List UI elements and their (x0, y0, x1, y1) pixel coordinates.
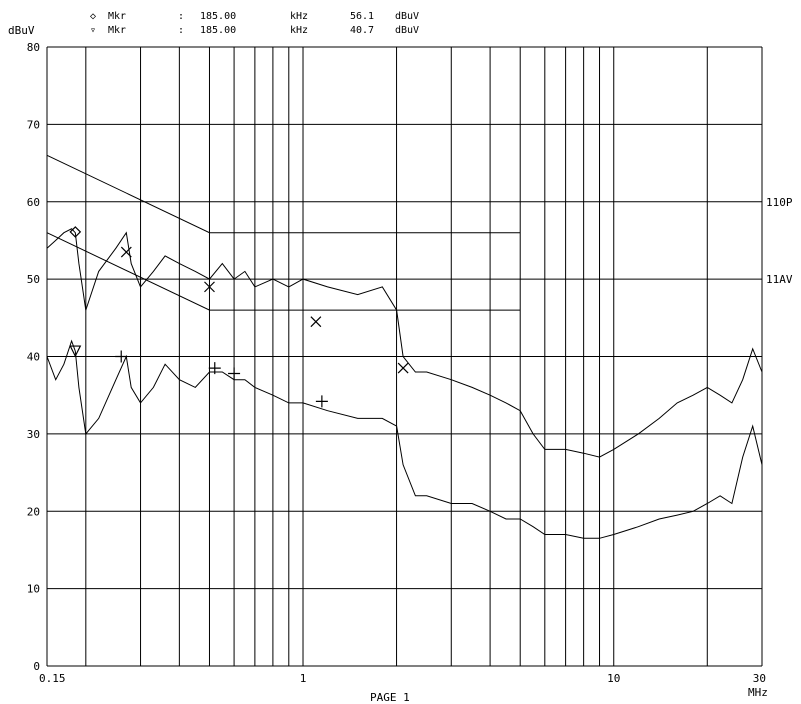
limit-line-av (46, 232, 521, 311)
y-tick-label: 20 (27, 505, 40, 518)
limit-label: 110P (766, 196, 793, 209)
trace-line-1 (46, 228, 763, 458)
marker-1-symbol: ◇ (90, 11, 96, 22)
marker-1-freq: 185.00 (200, 11, 236, 22)
marker-1-sep: : (178, 11, 184, 22)
marker-1-funit: kHz (290, 11, 308, 22)
x-marker (204, 281, 215, 293)
marker-2-vunit: dBuV (395, 25, 419, 36)
x-tick-label: 0.15 (39, 672, 66, 685)
y-tick-label: 30 (27, 428, 40, 441)
marker-1-label: Mkr (108, 11, 126, 22)
y-tick-label: 10 (27, 583, 40, 596)
traces (46, 228, 763, 539)
page-label: PAGE 1 (370, 691, 410, 704)
marker-2-freq: 185.00 (200, 25, 236, 36)
marker-2-label: Mkr (108, 25, 126, 36)
y-tick-label: 80 (27, 41, 40, 54)
y-axis-unit-label: dBuV (8, 24, 35, 37)
triangle-marker (69, 345, 82, 358)
marker-2-sep: : (178, 25, 184, 36)
y-tick-label: 50 (27, 273, 40, 286)
limit-line-qp (46, 154, 521, 234)
marker-readout-2: ▿ Mkr : 185.00 kHz 40.7 dBuV (90, 25, 419, 36)
trace-line-2 (46, 339, 763, 539)
x-marker (120, 246, 132, 258)
marker-2-value: 40.7 (350, 25, 374, 36)
plus-marker (315, 395, 328, 408)
y-tick-label: 40 (27, 351, 40, 364)
plus-marker (228, 367, 241, 380)
x-tick-label: 10 (607, 672, 620, 685)
axis-labels: 0 10 20 30 40 50 60 70 80 0.15 1 10 30 110P 11AV (27, 41, 793, 685)
x-tick-label: 30 (753, 672, 766, 685)
y-tick-label: 70 (27, 118, 40, 131)
grid (46, 46, 763, 667)
markers (69, 226, 409, 408)
x-axis-unit-label: MHz (748, 686, 768, 699)
diamond-marker (69, 226, 82, 238)
limit-lines (46, 154, 521, 311)
x-marker (397, 362, 409, 374)
marker-2-funit: kHz (290, 25, 308, 36)
x-tick-label: 1 (300, 672, 307, 685)
marker-1-value: 56.1 (350, 11, 374, 22)
marker-readout-1: ◇ Mkr : 185.00 kHz 56.1 dBuV (90, 11, 419, 22)
y-tick-label: 0 (33, 660, 40, 673)
plus-marker (208, 362, 221, 375)
marker-2-symbol: ▿ (90, 25, 96, 36)
plus-marker (115, 350, 128, 363)
x-marker (310, 316, 322, 328)
y-tick-label: 60 (27, 196, 40, 209)
marker-1-vunit: dBuV (395, 11, 419, 22)
limit-label: 11AV (766, 273, 793, 286)
